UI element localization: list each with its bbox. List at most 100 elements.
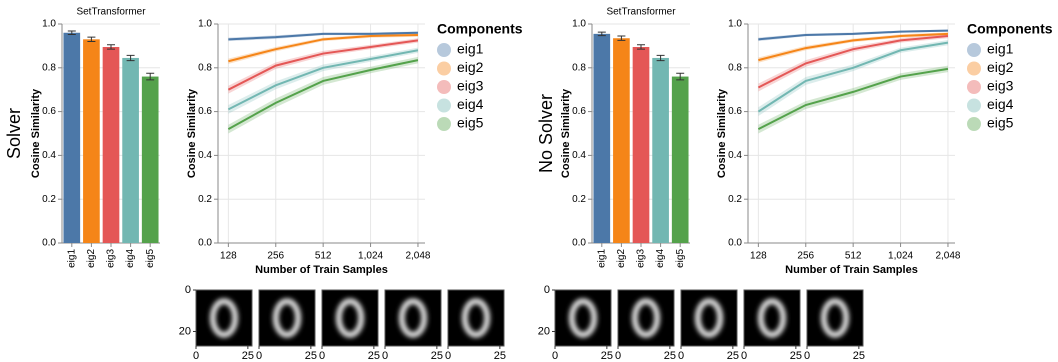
x-tick-label: 0 bbox=[552, 350, 558, 362]
x-tick-label: eig2 bbox=[86, 249, 97, 268]
x-tick-label: 25 bbox=[368, 350, 380, 362]
y-axis-title: Cosine Similarity bbox=[560, 88, 572, 178]
x-tick-label: 0 bbox=[256, 350, 262, 362]
legend-label: eig3 bbox=[457, 78, 484, 94]
y-tick-label: 0.8 bbox=[198, 62, 212, 73]
x-tick-label: 0 bbox=[445, 350, 451, 362]
y-tick-label: 0.6 bbox=[198, 106, 212, 117]
bar bbox=[672, 77, 689, 243]
x-tick-label: 512 bbox=[845, 251, 862, 262]
bar bbox=[613, 38, 630, 243]
bar bbox=[63, 33, 80, 243]
y-tick-label: 0.2 bbox=[198, 194, 212, 205]
legend-label: eig2 bbox=[457, 59, 484, 75]
y-tick-label: 0.6 bbox=[42, 106, 56, 117]
bar bbox=[103, 47, 120, 243]
y-axis-title: Cosine Similarity bbox=[186, 88, 198, 178]
y-tick-label: 0.8 bbox=[728, 62, 742, 73]
x-tick-label: 25 bbox=[242, 350, 254, 362]
x-tick-label: eig5 bbox=[675, 249, 686, 268]
y-tick-label: 0.0 bbox=[42, 238, 56, 249]
legend-label: eig5 bbox=[987, 115, 1014, 131]
y-tick-label: 0.0 bbox=[728, 238, 742, 249]
x-tick-label: 2,048 bbox=[935, 251, 960, 262]
legend-label: eig5 bbox=[457, 115, 484, 131]
x-tick-label: 0 bbox=[382, 350, 388, 362]
x-tick-label: 256 bbox=[797, 251, 814, 262]
x-tick-label: 25 bbox=[727, 350, 739, 362]
legend-label: eig3 bbox=[987, 78, 1014, 94]
x-tick-label: 0 bbox=[615, 350, 621, 362]
legend-label: eig1 bbox=[987, 41, 1014, 57]
x-tick-label: 128 bbox=[750, 251, 767, 262]
y-tick-label: 0 bbox=[185, 284, 191, 296]
x-tick-label: 0 bbox=[319, 350, 325, 362]
x-tick-label: 25 bbox=[601, 350, 613, 362]
bar bbox=[142, 77, 159, 243]
x-tick-label: 1,024 bbox=[888, 251, 913, 262]
legend-label: eig4 bbox=[987, 96, 1014, 112]
x-tick-label: eig1 bbox=[596, 249, 607, 268]
x-tick-label: 25 bbox=[431, 350, 443, 362]
y-axis-title: Cosine Similarity bbox=[30, 88, 42, 178]
x-tick-label: 0 bbox=[193, 350, 199, 362]
y-tick-label: 1.0 bbox=[728, 19, 742, 30]
x-tick-label: 1,024 bbox=[358, 251, 383, 262]
row-label: Solver bbox=[4, 108, 24, 159]
legend-swatch bbox=[437, 80, 451, 94]
x-tick-label: eig1 bbox=[66, 249, 77, 268]
legend-swatch bbox=[967, 117, 981, 131]
row-label: No Solver bbox=[536, 94, 556, 173]
legend-label: eig4 bbox=[457, 96, 484, 112]
x-tick-label: 128 bbox=[220, 251, 237, 262]
y-tick-label: 0.2 bbox=[42, 194, 56, 205]
y-tick-label: 1.0 bbox=[198, 19, 212, 30]
y-tick-label: 0.4 bbox=[572, 150, 586, 161]
x-tick-label: 2,048 bbox=[405, 251, 430, 262]
x-tick-label: 25 bbox=[494, 350, 506, 362]
bar bbox=[83, 39, 100, 243]
legend-label: eig1 bbox=[457, 41, 484, 57]
legend-swatch bbox=[967, 80, 981, 94]
y-tick-label: 0.0 bbox=[572, 238, 586, 249]
y-tick-label: 0.8 bbox=[42, 62, 56, 73]
figure: Solver SetTransformer 0.0 0.2 0.4 0.6 0.8 1.0 Co… bbox=[0, 0, 1058, 362]
y-axis-title: Cosine Similarity bbox=[716, 88, 728, 178]
x-tick-label: 256 bbox=[267, 251, 284, 262]
y-tick-label: 0 bbox=[544, 284, 550, 296]
bar bbox=[122, 58, 139, 243]
legend-swatch bbox=[967, 99, 981, 113]
y-tick-label: 0.2 bbox=[728, 194, 742, 205]
y-tick-label: 0.6 bbox=[572, 106, 586, 117]
x-axis-title: Number of Train Samples bbox=[255, 264, 388, 276]
x-tick-label: 0 bbox=[741, 350, 747, 362]
y-tick-label: 20 bbox=[538, 325, 550, 337]
bar bbox=[633, 47, 650, 243]
legend-swatch bbox=[437, 62, 451, 76]
legend-title: Components bbox=[967, 21, 1053, 37]
x-tick-label: 25 bbox=[853, 350, 865, 362]
x-tick-label: 0 bbox=[678, 350, 684, 362]
x-tick-label: eig4 bbox=[125, 249, 136, 268]
y-tick-label: 0.4 bbox=[42, 150, 56, 161]
x-tick-label: 25 bbox=[664, 350, 676, 362]
y-tick-label: 1.0 bbox=[572, 19, 586, 30]
y-tick-label: 0.0 bbox=[198, 238, 212, 249]
legend-swatch bbox=[437, 117, 451, 131]
y-tick-label: 0.4 bbox=[728, 150, 742, 161]
bar bbox=[593, 34, 610, 243]
x-tick-label: eig2 bbox=[616, 249, 627, 268]
x-tick-label: 25 bbox=[790, 350, 802, 362]
y-tick-label: 0.4 bbox=[198, 150, 212, 161]
x-tick-label: 512 bbox=[315, 251, 332, 262]
legend-title: Components bbox=[437, 21, 523, 37]
chart-title: SetTransformer bbox=[76, 7, 146, 18]
chart-title: SetTransformer bbox=[606, 7, 676, 18]
x-tick-label: eig3 bbox=[106, 249, 117, 268]
x-tick-label: 25 bbox=[305, 350, 317, 362]
y-tick-label: 0.6 bbox=[728, 106, 742, 117]
x-tick-label: eig3 bbox=[636, 249, 647, 268]
y-tick-label: 20 bbox=[179, 325, 191, 337]
legend-swatch bbox=[967, 62, 981, 76]
legend-swatch bbox=[437, 43, 451, 57]
